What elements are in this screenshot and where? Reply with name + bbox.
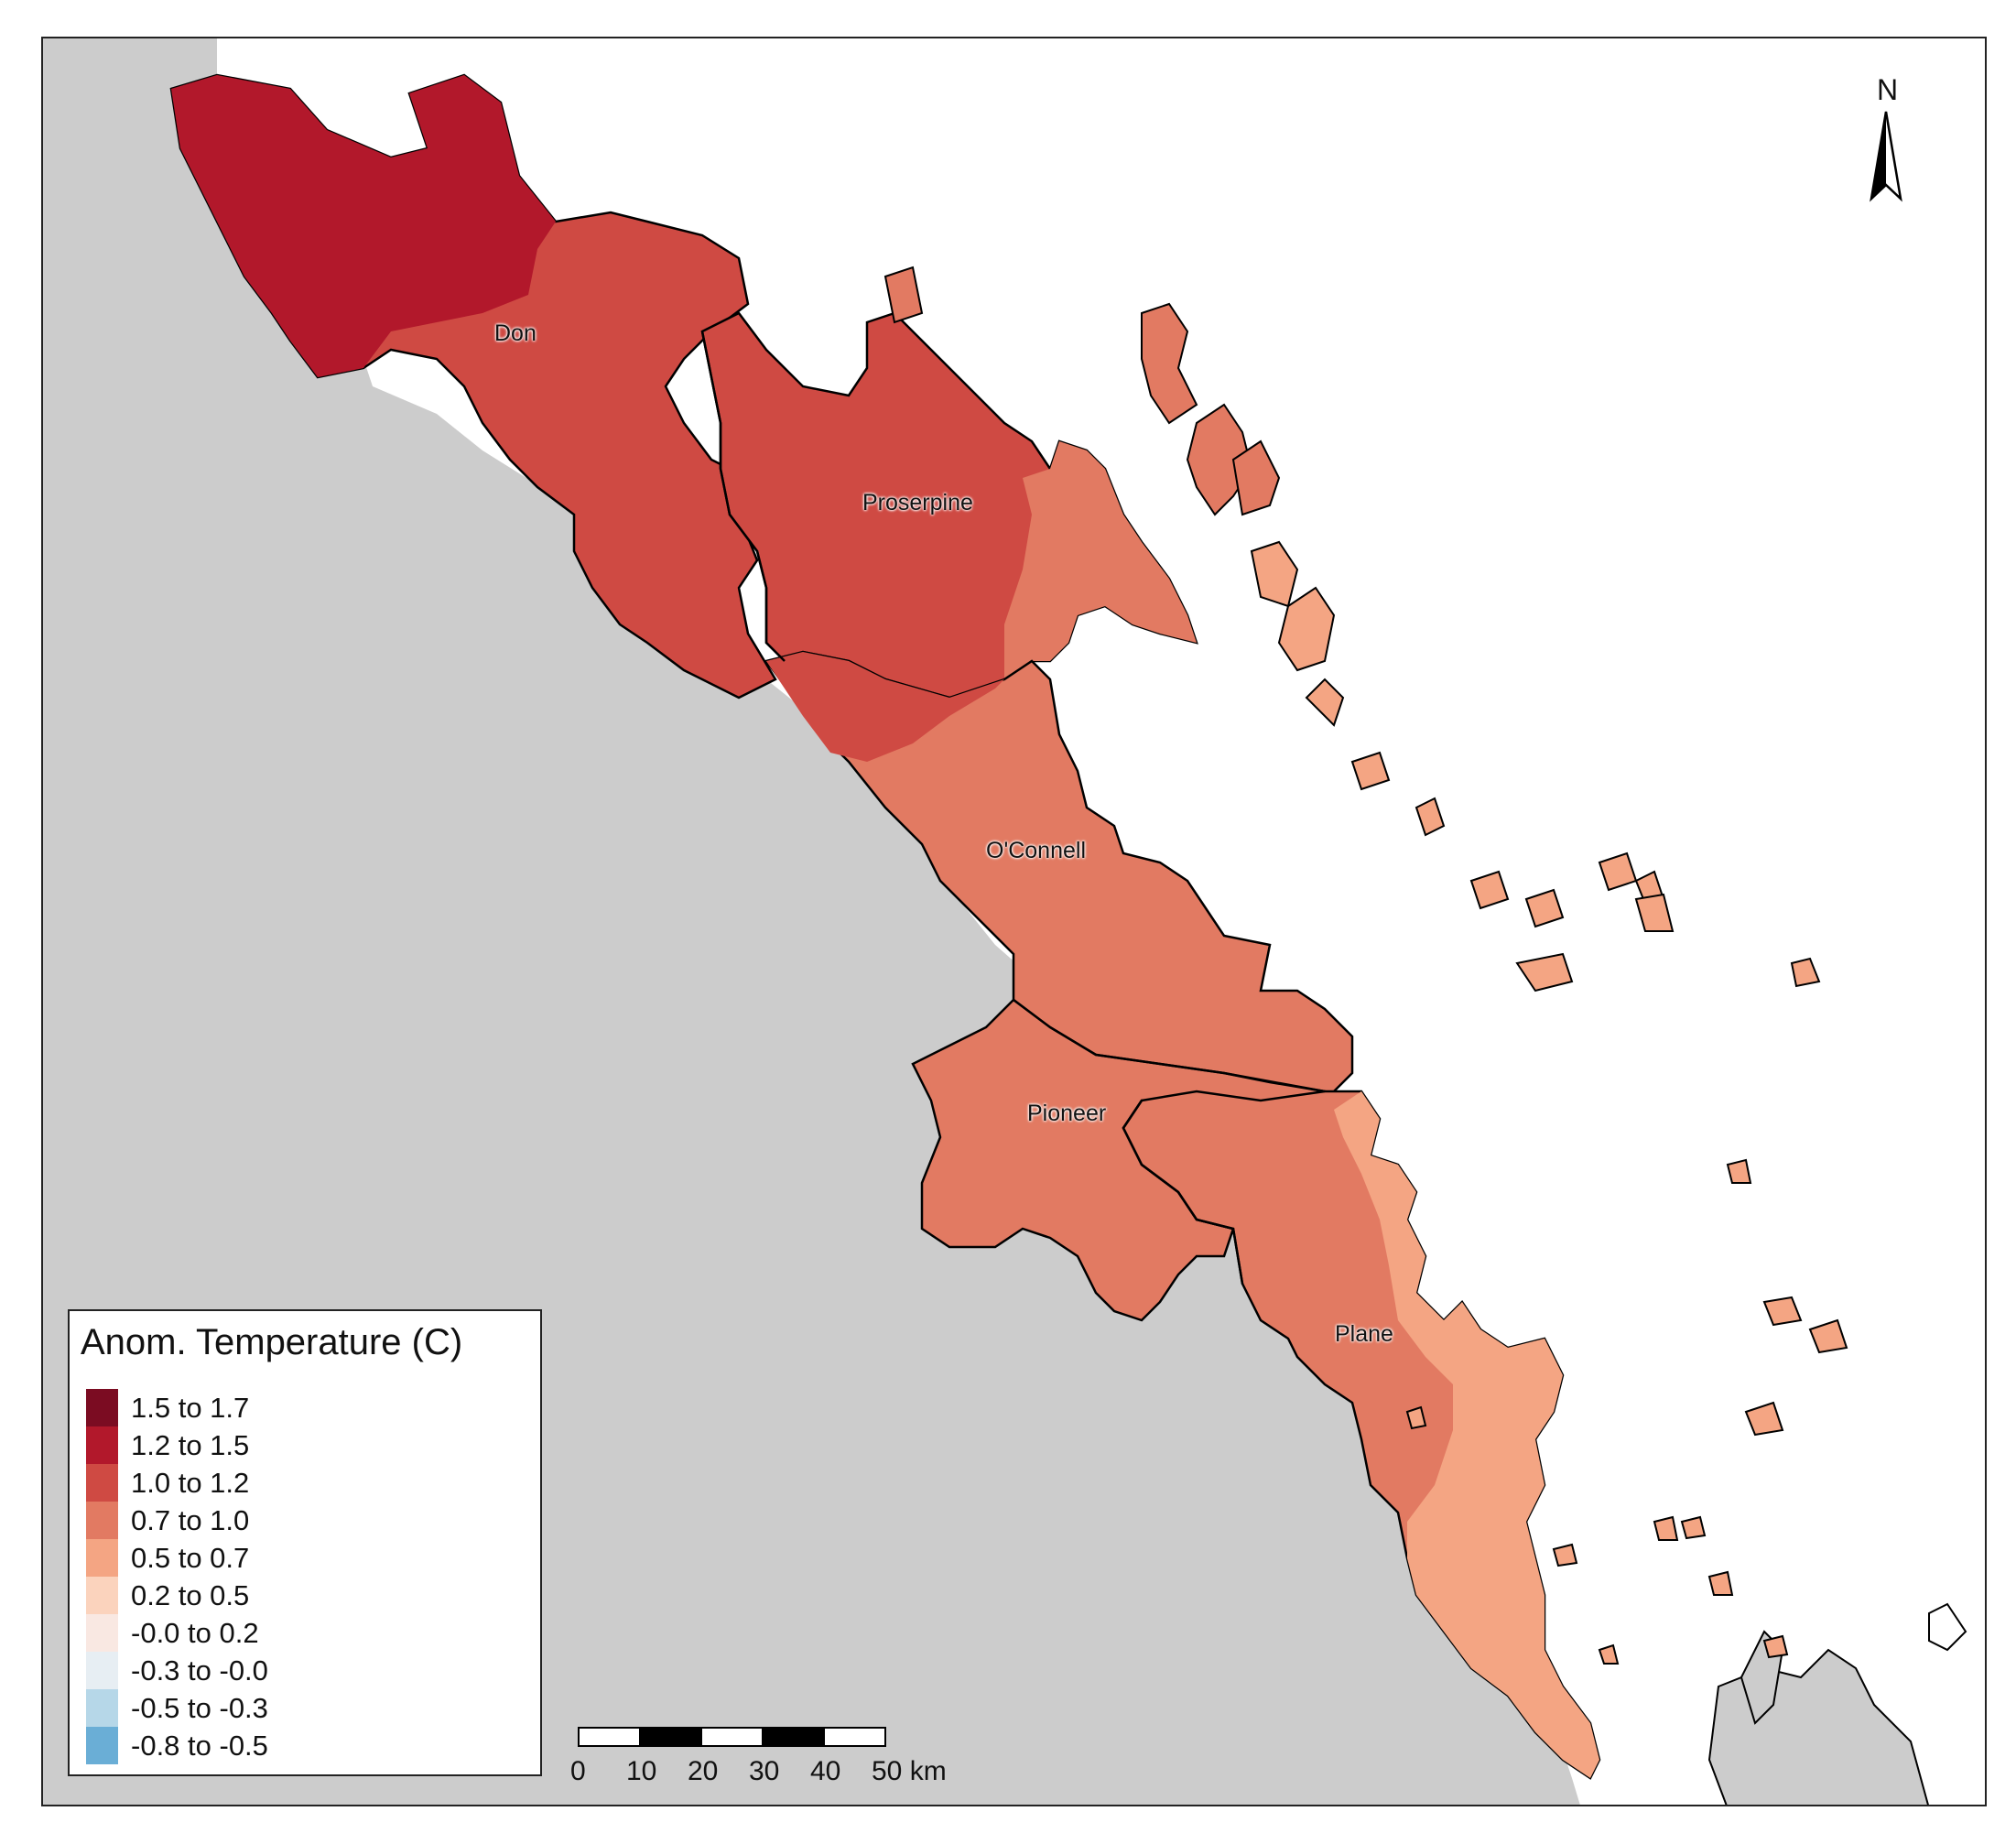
scale-bar bbox=[578, 1727, 886, 1747]
north-arrow-icon bbox=[1870, 111, 1902, 202]
island-small-28 bbox=[1928, 1602, 1967, 1652]
legend-label: -0.5 to -0.3 bbox=[131, 1691, 268, 1724]
legend-item: -0.0 to 0.2 bbox=[86, 1614, 259, 1652]
basin-don-hot bbox=[171, 75, 556, 377]
island-small-23 bbox=[1552, 1543, 1578, 1567]
scale-seg-4 bbox=[762, 1727, 825, 1747]
island-whitsunday-5 bbox=[1277, 586, 1336, 672]
basin-oconnell-warm bbox=[766, 652, 1004, 762]
legend-label: 1.0 to 1.2 bbox=[131, 1466, 250, 1499]
island-small-11 bbox=[1598, 851, 1638, 892]
island-land bbox=[1707, 1648, 1929, 1805]
legend-item: 1.2 to 1.5 bbox=[86, 1426, 249, 1464]
legend-label: 0.2 to 0.5 bbox=[131, 1578, 250, 1611]
label-pioneer: Pioneer bbox=[1027, 1101, 1107, 1126]
legend-label: 0.7 to 1.0 bbox=[131, 1503, 250, 1536]
north-letter: N bbox=[1877, 73, 1899, 106]
legend-item: -0.5 to -0.3 bbox=[86, 1689, 268, 1727]
island-whitsunday-6 bbox=[1305, 678, 1345, 727]
legend-item: -0.8 to -0.5 bbox=[86, 1727, 268, 1764]
island-small-27 bbox=[1680, 1515, 1707, 1540]
island-small-25 bbox=[883, 266, 924, 324]
scale-seg-5 bbox=[823, 1727, 886, 1747]
scale-seg-2 bbox=[639, 1727, 702, 1747]
island-small-21 bbox=[1653, 1515, 1679, 1541]
legend-item: 0.7 to 1.0 bbox=[86, 1502, 249, 1539]
legend-item: 1.0 to 1.2 bbox=[86, 1464, 249, 1502]
basin-boundaries bbox=[700, 331, 1326, 1285]
label-don: Don bbox=[494, 320, 537, 346]
island-small-15 bbox=[1790, 957, 1821, 988]
legend-swatch bbox=[86, 1464, 118, 1502]
scale-tick-10: 10 bbox=[626, 1756, 657, 1786]
legend: Anom. Temperature (C) 1.5 to 1.7 1.2 to … bbox=[68, 1309, 542, 1776]
legend-title: Anom. Temperature (C) bbox=[81, 1322, 463, 1362]
island-small-19 bbox=[1744, 1401, 1784, 1437]
legend-swatch bbox=[86, 1689, 118, 1727]
legend-swatch bbox=[86, 1502, 118, 1539]
scale-tick-20: 20 bbox=[688, 1756, 719, 1786]
island-small-13 bbox=[1515, 952, 1574, 992]
legend-label: -0.3 to -0.0 bbox=[131, 1654, 268, 1687]
island-whitsunday-3 bbox=[1231, 439, 1281, 516]
island-whitsunday-1 bbox=[1141, 302, 1198, 425]
legend-swatch bbox=[86, 1426, 118, 1464]
island-whitsunday-7 bbox=[1350, 751, 1391, 791]
basin-proserpine-cool bbox=[1004, 441, 1197, 679]
legend-swatch bbox=[86, 1614, 118, 1652]
island-small-14 bbox=[1634, 893, 1675, 932]
scale-tick-0: 0 bbox=[570, 1756, 586, 1786]
island-small-9 bbox=[1469, 870, 1510, 910]
island-small-16 bbox=[1726, 1158, 1752, 1184]
island-small-10 bbox=[1524, 888, 1565, 928]
island-whitsunday-2 bbox=[1186, 403, 1253, 516]
legend-item: -0.3 to -0.0 bbox=[86, 1652, 268, 1689]
island-small-22 bbox=[1598, 1643, 1620, 1665]
island-small-26 bbox=[1405, 1405, 1427, 1430]
legend-label: -0.0 to 0.2 bbox=[131, 1616, 259, 1649]
legend-swatch bbox=[86, 1389, 118, 1426]
island-small-18 bbox=[1808, 1318, 1848, 1354]
legend-swatch bbox=[86, 1539, 118, 1577]
scale-tick-50: 50 km bbox=[872, 1756, 947, 1786]
legend-item: 0.5 to 0.7 bbox=[86, 1539, 249, 1577]
legend-label: -0.8 to -0.5 bbox=[131, 1729, 268, 1762]
island-whitsunday-4 bbox=[1250, 540, 1299, 608]
legend-swatch bbox=[86, 1727, 118, 1764]
legend-label: 0.5 to 0.7 bbox=[131, 1541, 250, 1574]
label-proserpine: Proserpine bbox=[862, 490, 973, 515]
label-oconnell: O'Connell bbox=[986, 838, 1086, 863]
island-small-20 bbox=[1707, 1570, 1734, 1596]
basin-oconnell-area bbox=[764, 650, 1354, 1102]
legend-label: 1.5 to 1.7 bbox=[131, 1391, 250, 1424]
basin-plane-cool bbox=[1334, 1091, 1599, 1778]
legend-label: 1.2 to 1.5 bbox=[131, 1428, 250, 1461]
scale-seg-1 bbox=[578, 1727, 641, 1747]
legend-item: 0.2 to 0.5 bbox=[86, 1577, 249, 1614]
scale-seg-3 bbox=[700, 1727, 764, 1747]
legend-swatch bbox=[86, 1577, 118, 1614]
label-plane: Plane bbox=[1335, 1321, 1393, 1347]
island-small-17 bbox=[1762, 1296, 1803, 1327]
scale-tick-40: 40 bbox=[810, 1756, 841, 1786]
island-whitsunday-8 bbox=[1414, 797, 1446, 837]
island-small-24 bbox=[1762, 1634, 1789, 1659]
scale-tick-30: 30 bbox=[749, 1756, 780, 1786]
legend-swatch bbox=[86, 1652, 118, 1689]
legend-item: 1.5 to 1.7 bbox=[86, 1389, 249, 1426]
